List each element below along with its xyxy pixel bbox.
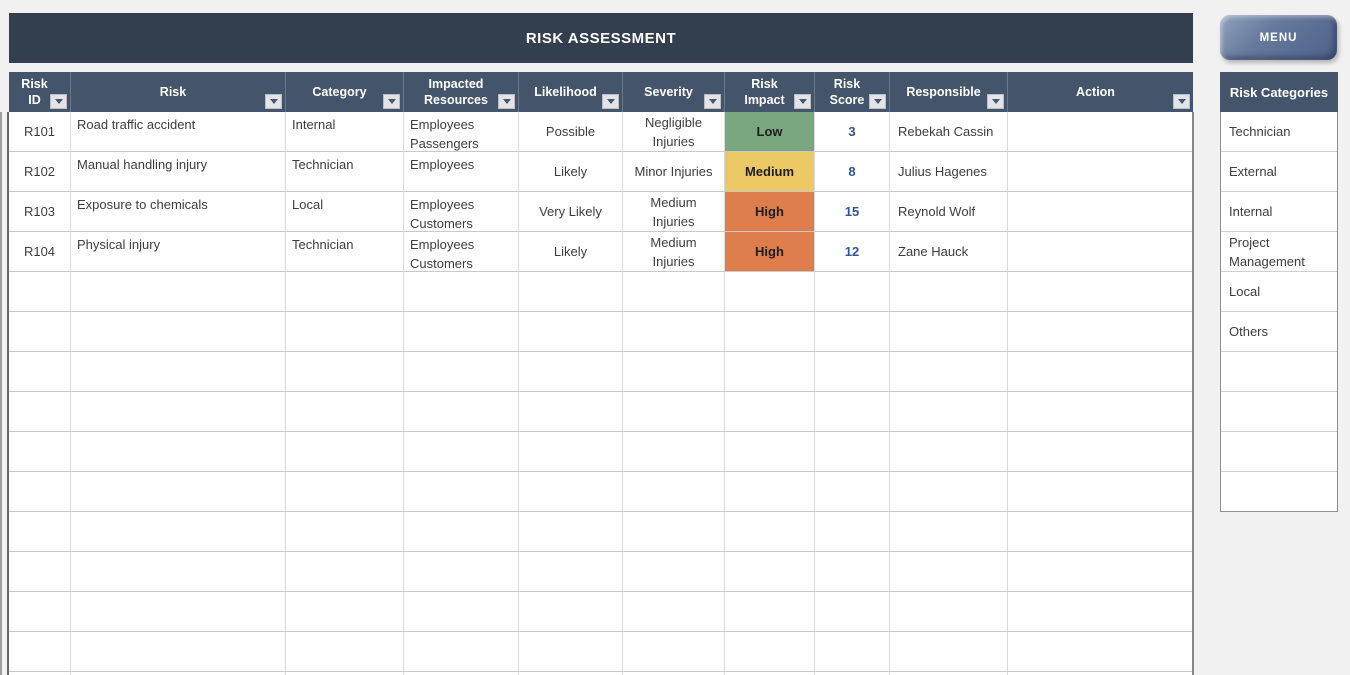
impacted-resources-cell[interactable]: Employees Passengers [404, 112, 519, 152]
table-left-border [7, 112, 9, 675]
impacted-resources-cell[interactable]: Employees [404, 152, 519, 192]
table-row: R101 Road traffic accident Internal Empl… [9, 112, 1193, 152]
category-cell[interactable]: Local [286, 192, 404, 232]
likelihood-cell[interactable]: Likely [519, 232, 623, 272]
column-header-category[interactable]: Category [286, 72, 404, 112]
sidebar-item-technician[interactable]: Technician [1221, 112, 1337, 152]
filter-dropdown-icon[interactable] [794, 94, 811, 109]
table-right-border [1192, 112, 1194, 675]
column-header-action[interactable]: Action [1008, 72, 1193, 112]
filter-dropdown-icon[interactable] [50, 94, 67, 109]
likelihood-cell[interactable]: Very Likely [519, 192, 623, 232]
column-header-responsible[interactable]: Responsible [890, 72, 1008, 112]
sidebar-empty-cell[interactable] [1221, 472, 1337, 512]
action-cell[interactable] [1008, 192, 1193, 232]
table-row: R102 Manual handling injury Technician E… [9, 152, 1193, 192]
table-header-row: Risk ID Risk Category Impacted Resources… [9, 72, 1193, 112]
risk-cell[interactable]: Physical injury [71, 232, 286, 272]
title-bar: RISK ASSESSMENT [9, 13, 1193, 63]
column-header-severity[interactable]: Severity [623, 72, 725, 112]
category-cell[interactable]: Technician [286, 232, 404, 272]
risk-impact-cell[interactable]: Low [725, 112, 815, 152]
table-row: R104 Physical injury Technician Employee… [9, 232, 1193, 272]
filter-dropdown-icon[interactable] [1173, 94, 1190, 109]
column-header-risk-id[interactable]: Risk ID [9, 72, 71, 112]
likelihood-cell[interactable]: Likely [519, 152, 623, 192]
responsible-cell[interactable]: Julius Hagenes [890, 152, 1008, 192]
risk-cell[interactable]: Exposure to chemicals [71, 192, 286, 232]
severity-cell[interactable]: Negligible Injuries [623, 112, 725, 152]
column-header-impacted-resources[interactable]: Impacted Resources [404, 72, 519, 112]
risk-id-cell[interactable]: R103 [9, 192, 71, 232]
risk-impact-cell[interactable]: High [725, 192, 815, 232]
column-header-risk-score[interactable]: Risk Score [815, 72, 890, 112]
pane-edge-line [0, 112, 2, 675]
risk-id-cell[interactable]: R102 [9, 152, 71, 192]
risk-impact-cell[interactable]: Medium [725, 152, 815, 192]
impacted-resources-cell[interactable]: Employees Customers [404, 232, 519, 272]
sidebar-empty-cell[interactable] [1221, 392, 1337, 432]
risk-score-cell[interactable]: 3 [815, 112, 890, 152]
risk-cell[interactable]: Manual handling injury [71, 152, 286, 192]
responsible-cell[interactable]: Reynold Wolf [890, 192, 1008, 232]
sidebar-empty-cell[interactable] [1221, 352, 1337, 392]
menu-button-label: MENU [1259, 31, 1298, 44]
page-title: RISK ASSESSMENT [525, 29, 677, 47]
table-row: R103 Exposure to chemicals Local Employe… [9, 192, 1193, 232]
table-body: R101 Road traffic accident Internal Empl… [9, 112, 1193, 675]
severity-cell[interactable]: Medium Injuries [623, 192, 725, 232]
filter-dropdown-icon[interactable] [265, 94, 282, 109]
column-header-risk-impact[interactable]: Risk Impact [725, 72, 815, 112]
sidebar-item-internal[interactable]: Internal [1221, 192, 1337, 232]
sidebar-item-others[interactable]: Others [1221, 312, 1337, 352]
risk-score-cell[interactable]: 15 [815, 192, 890, 232]
risk-id-cell[interactable]: R101 [9, 112, 71, 152]
risk-score-cell[interactable]: 8 [815, 152, 890, 192]
risk-id-cell[interactable]: R104 [9, 232, 71, 272]
risk-cell[interactable]: Road traffic accident [71, 112, 286, 152]
category-cell[interactable]: Internal [286, 112, 404, 152]
risk-categories-header: Risk Categories [1220, 72, 1338, 112]
likelihood-cell[interactable]: Possible [519, 112, 623, 152]
filter-dropdown-icon[interactable] [987, 94, 1004, 109]
menu-button[interactable]: MENU [1220, 15, 1337, 60]
risk-score-cell[interactable]: 12 [815, 232, 890, 272]
severity-cell[interactable]: Medium Injuries [623, 232, 725, 272]
sidebar-item-external[interactable]: External [1221, 152, 1337, 192]
risk-categories-panel: Risk Categories Technician External Inte… [1220, 72, 1338, 512]
filter-dropdown-icon[interactable] [383, 94, 400, 109]
category-cell[interactable]: Technician [286, 152, 404, 192]
empty-rows-grid[interactable] [9, 272, 1193, 675]
responsible-cell[interactable]: Rebekah Cassin [890, 112, 1008, 152]
column-header-risk[interactable]: Risk [71, 72, 286, 112]
action-cell[interactable] [1008, 112, 1193, 152]
risk-impact-cell[interactable]: High [725, 232, 815, 272]
sidebar-item-project-management[interactable]: Project Management [1221, 232, 1337, 272]
action-cell[interactable] [1008, 152, 1193, 192]
column-header-likelihood[interactable]: Likelihood [519, 72, 623, 112]
filter-dropdown-icon[interactable] [602, 94, 619, 109]
impacted-resources-cell[interactable]: Employees Customers [404, 192, 519, 232]
sidebar-empty-cell[interactable] [1221, 432, 1337, 472]
filter-dropdown-icon[interactable] [869, 94, 886, 109]
sidebar-item-local[interactable]: Local [1221, 272, 1337, 312]
responsible-cell[interactable]: Zane Hauck [890, 232, 1008, 272]
action-cell[interactable] [1008, 232, 1193, 272]
filter-dropdown-icon[interactable] [498, 94, 515, 109]
severity-cell[interactable]: Minor Injuries [623, 152, 725, 192]
filter-dropdown-icon[interactable] [704, 94, 721, 109]
